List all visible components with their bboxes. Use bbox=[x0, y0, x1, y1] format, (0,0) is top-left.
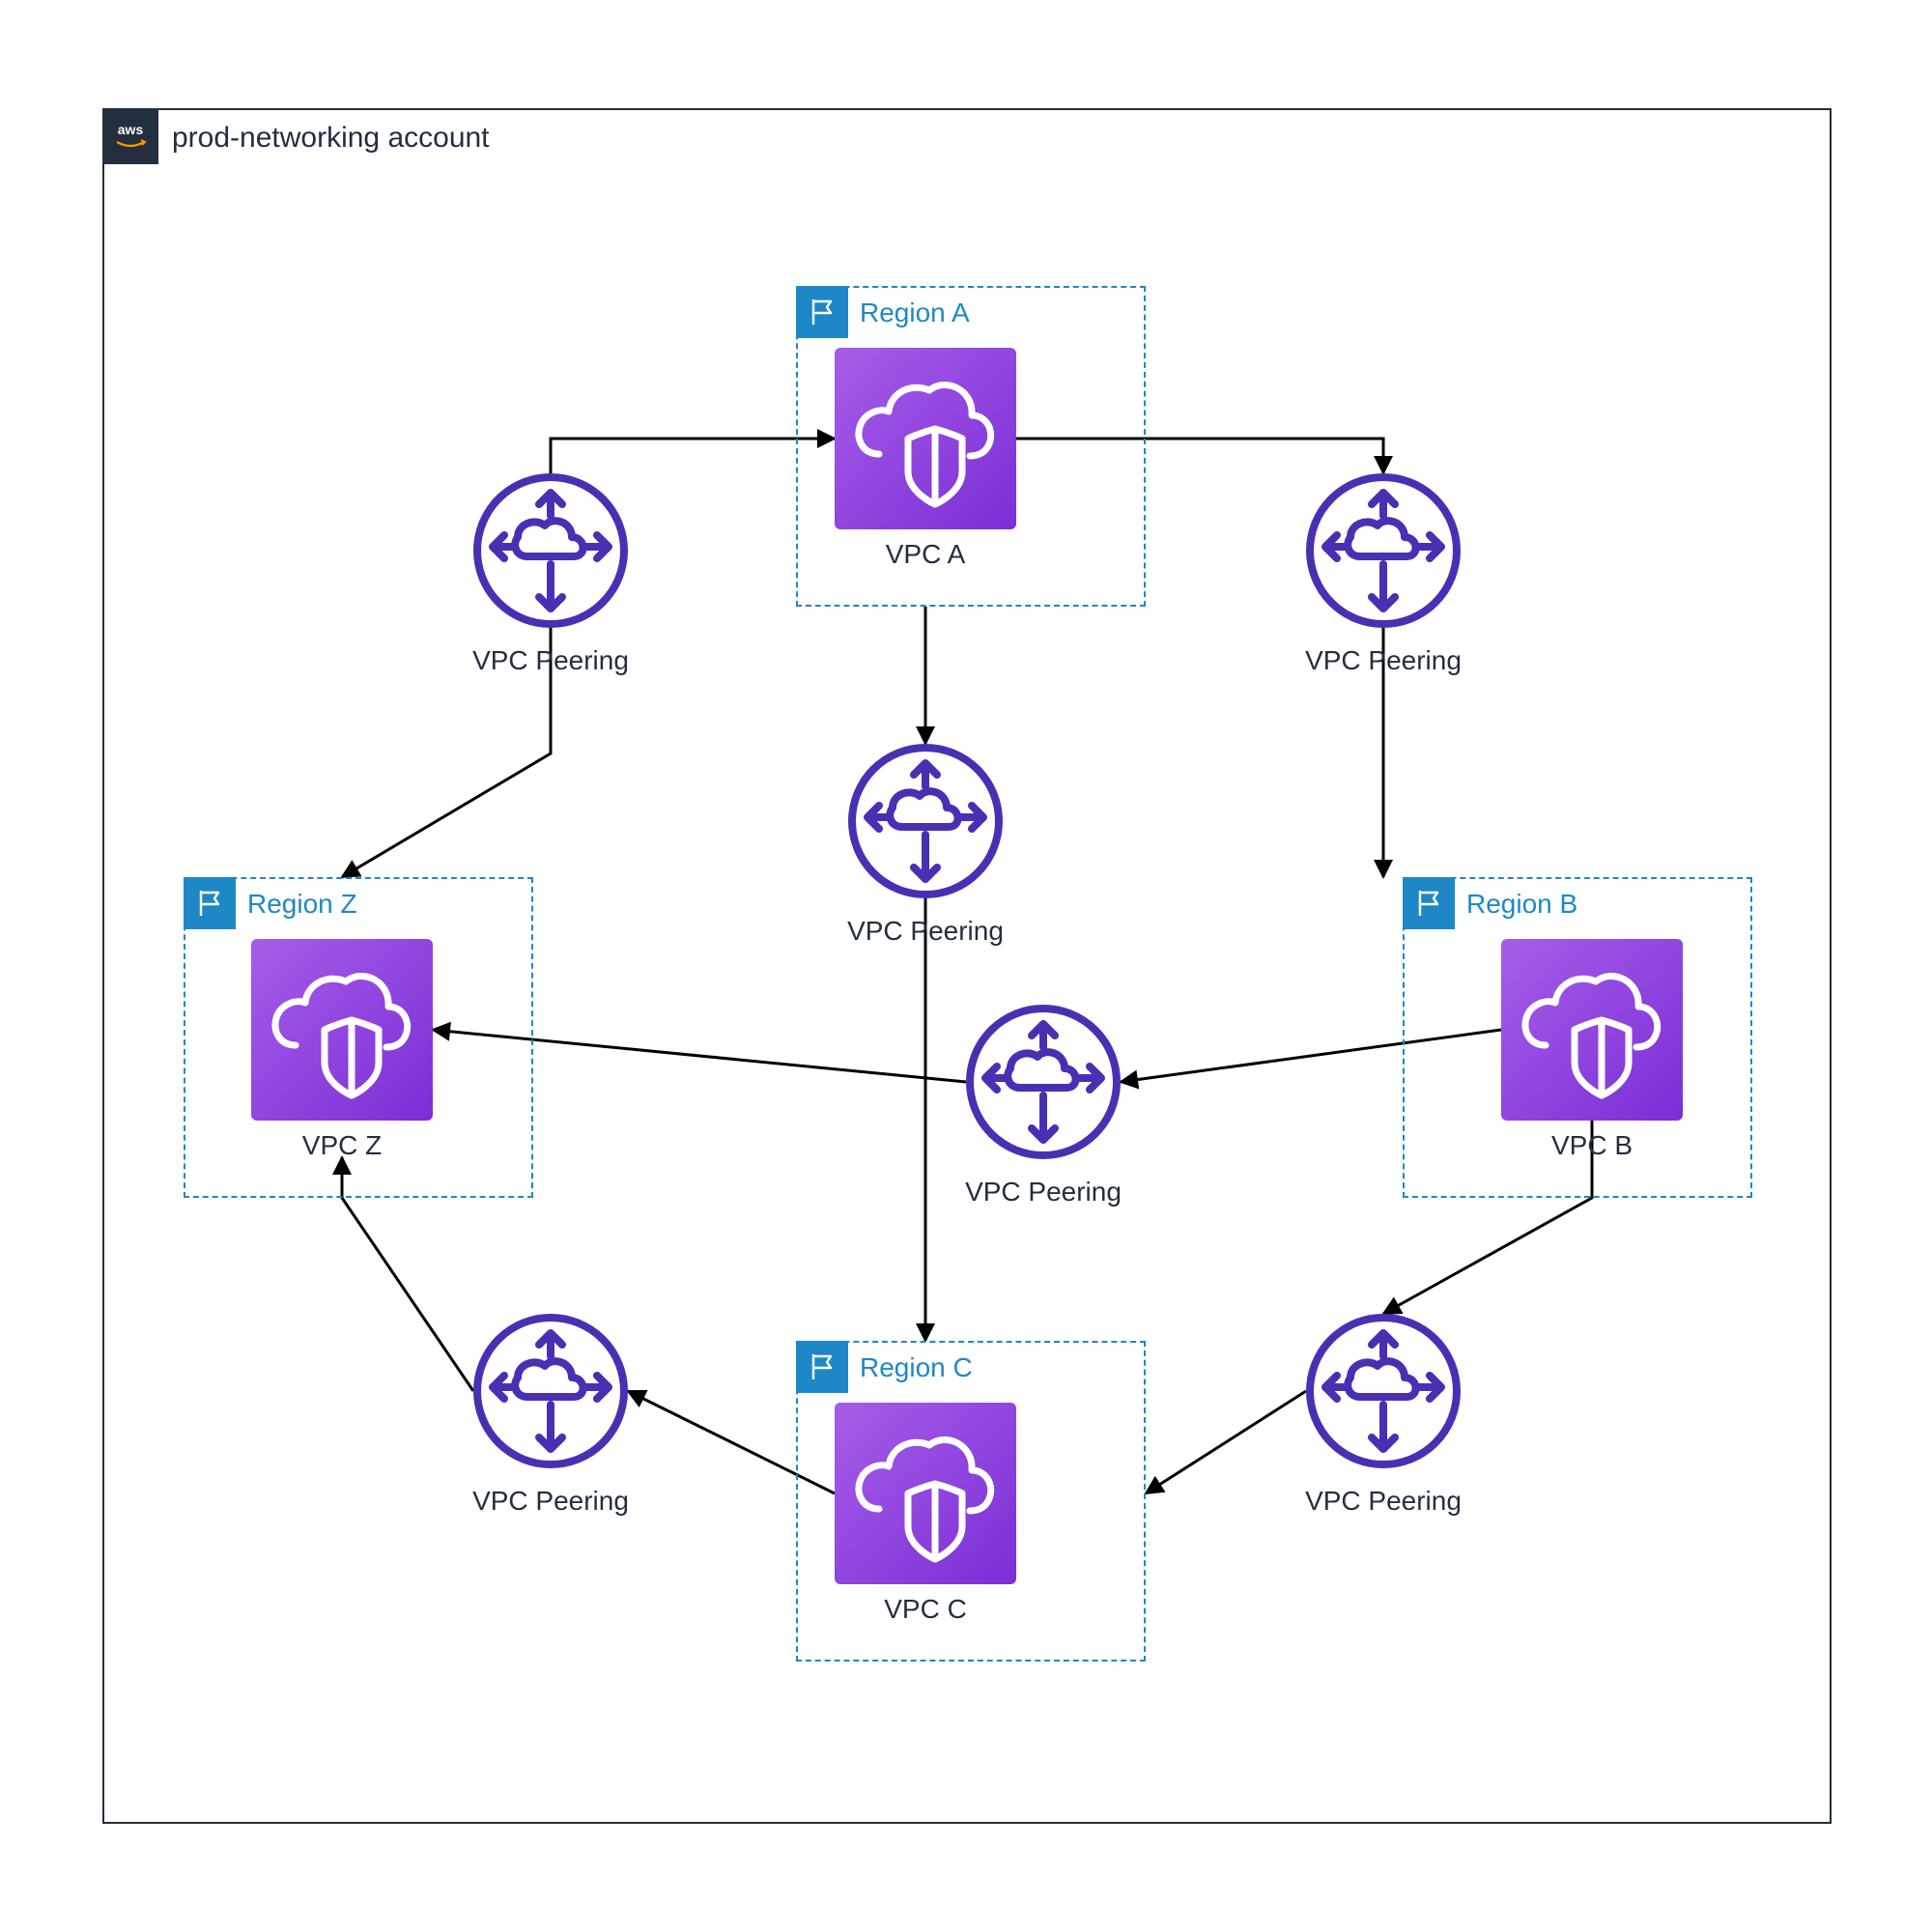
vpc-label-b: VPC B bbox=[1551, 1130, 1633, 1161]
region-title-z: Region Z bbox=[247, 889, 357, 920]
vpc-peering-node bbox=[848, 744, 1003, 898]
region-title-b: Region B bbox=[1466, 889, 1577, 920]
region-flag-icon bbox=[1403, 877, 1455, 929]
region-flag-icon bbox=[184, 877, 236, 929]
vpc-peering-label: VPC Peering bbox=[1305, 1486, 1462, 1517]
vpc-peering-node bbox=[473, 473, 628, 628]
vpc-tile-c bbox=[835, 1403, 1016, 1584]
region-flag-icon bbox=[796, 1341, 848, 1393]
vpc-tile-a bbox=[835, 348, 1016, 529]
diagram-canvas: aws prod-networking account Region A VPC… bbox=[0, 0, 1932, 1932]
vpc-tile-b bbox=[1501, 939, 1683, 1121]
vpc-peering-node bbox=[473, 1314, 628, 1468]
vpc-tile-z bbox=[251, 939, 433, 1121]
region-title-c: Region C bbox=[860, 1352, 973, 1383]
vpc-label-c: VPC C bbox=[884, 1594, 967, 1625]
region-flag-icon bbox=[796, 286, 848, 338]
vpc-label-z: VPC Z bbox=[302, 1130, 382, 1161]
vpc-peering-label: VPC Peering bbox=[965, 1177, 1122, 1208]
vpc-peering-node bbox=[966, 1005, 1121, 1159]
vpc-peering-label: VPC Peering bbox=[1305, 645, 1462, 676]
vpc-peering-label: VPC Peering bbox=[847, 916, 1004, 947]
vpc-label-a: VPC A bbox=[886, 539, 965, 570]
vpc-peering-label: VPC Peering bbox=[472, 1486, 629, 1517]
vpc-peering-label: VPC Peering bbox=[472, 645, 629, 676]
vpc-peering-node bbox=[1306, 1314, 1461, 1468]
region-title-a: Region A bbox=[860, 298, 970, 328]
vpc-peering-node bbox=[1306, 473, 1461, 628]
